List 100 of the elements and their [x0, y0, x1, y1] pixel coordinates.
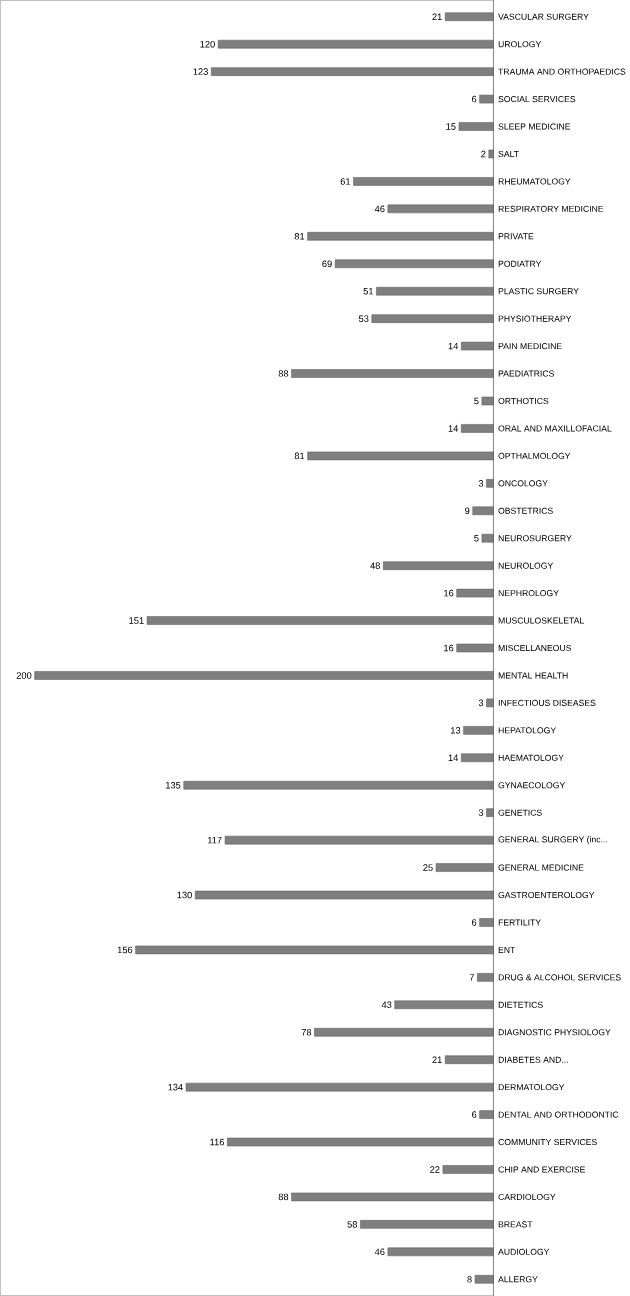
y-tick-label: ONCOLOGY [498, 480, 548, 487]
data-label: 120 [200, 40, 215, 48]
y-tick-label: SOCIAL SERVICES [498, 96, 576, 103]
bar [481, 533, 494, 543]
bar [442, 1165, 494, 1174]
bar [291, 1192, 494, 1202]
data-label: 46 [374, 205, 385, 213]
data-label: 51 [363, 287, 373, 295]
y-tick-label: DRUG & ALCOHOL SERVICES [498, 974, 621, 981]
data-label: 2 [481, 150, 486, 158]
data-label: 43 [381, 1001, 392, 1009]
data-label: 88 [278, 1193, 289, 1201]
y-tick-label: GENETICS [498, 809, 542, 816]
bar [479, 918, 494, 927]
bar [479, 1110, 494, 1119]
bar [474, 1275, 494, 1284]
data-label: 22 [430, 1166, 440, 1173]
data-label: 7 [469, 974, 474, 981]
y-tick-label: PHYSIOTHERAPY [498, 315, 572, 322]
data-label: 3 [478, 699, 484, 707]
y-tick-label: DIETETICS [498, 1001, 543, 1008]
bar [481, 396, 494, 406]
data-label: 16 [444, 644, 454, 652]
bar [376, 286, 494, 296]
y-tick-label: RESPIRATORY MEDICINE [498, 205, 604, 212]
bar [314, 1027, 494, 1037]
bar [387, 1247, 494, 1257]
bar [488, 149, 494, 159]
data-label: 21 [432, 1056, 442, 1063]
y-tick-label: NEPHROLOGY [498, 590, 559, 597]
y-tick-label: SALT [498, 150, 519, 158]
data-label: 58 [347, 1221, 357, 1228]
bar [226, 1137, 494, 1147]
data-label: 61 [340, 178, 350, 185]
data-label: 6 [471, 919, 477, 926]
y-tick-label: CHIP AND EXERCISE [498, 1166, 585, 1173]
data-label: 13 [450, 727, 461, 734]
bar [387, 204, 494, 214]
bar [210, 67, 494, 76]
data-label: 88 [278, 370, 289, 377]
data-label: 8 [467, 1275, 472, 1283]
bar [217, 39, 494, 49]
data-label: 14 [448, 342, 458, 350]
bar [185, 1082, 494, 1092]
bar [371, 314, 494, 323]
data-label: 53 [358, 315, 369, 322]
y-tick-label: RHEUMATOLOGY [498, 178, 571, 185]
y-tick-label: DERMATOLOGY [498, 1084, 565, 1091]
y-tick-label: HEPATOLOGY [498, 727, 556, 734]
y-tick-label: DIAGNOSTIC PHYSIOLOGY [498, 1029, 611, 1036]
bar [476, 973, 494, 982]
data-label: 14 [448, 425, 458, 432]
bar [486, 479, 494, 488]
data-label: 6 [471, 1111, 477, 1118]
data-label: 117 [207, 836, 222, 844]
data-label: 81 [294, 233, 305, 240]
bar [359, 1220, 494, 1229]
y-tick-label: FERTILITY [498, 919, 541, 926]
bar [460, 753, 494, 763]
bar [307, 451, 494, 461]
bar [353, 177, 494, 186]
bar [444, 12, 494, 22]
y-tick-label: GENERAL SURGERY (inc... [498, 836, 607, 845]
y-tick-label: GYNAECOLOGY [498, 782, 565, 789]
bar [435, 863, 494, 872]
bar [460, 424, 494, 433]
bar [194, 890, 494, 900]
y-tick-label: ORTHOTICS [498, 397, 549, 405]
y-tick-label: TRAUMA AND ORTHOPAEDICS [498, 68, 626, 75]
bar [444, 1055, 494, 1064]
data-label: 15 [446, 123, 456, 130]
bar [146, 616, 494, 625]
bar [291, 369, 494, 378]
data-label: 156 [117, 946, 133, 954]
bar [307, 232, 494, 241]
y-tick-label: VASCULAR SURGERY [498, 13, 589, 20]
y-tick-label: GENERAL MEDICINE [498, 864, 584, 871]
data-label: 5 [474, 534, 479, 542]
y-tick-label: OBSTETRICS [498, 507, 553, 514]
y-tick-label: ENT [498, 946, 516, 953]
data-label: 21 [432, 13, 442, 20]
y-tick-label: AUDIOLOGY [497, 1248, 550, 1255]
bar [456, 588, 494, 598]
bar [486, 698, 494, 708]
bar [460, 341, 494, 351]
y-tick-label: GASTROENTEROLOGY [498, 891, 595, 899]
bar [479, 94, 494, 104]
data-label: 48 [370, 562, 380, 569]
data-label: 135 [165, 781, 181, 789]
y-tick-label: PAIN MEDICINE [498, 343, 562, 350]
y-tick-label: CARDIOLOGY [498, 1193, 556, 1200]
bar [486, 808, 494, 817]
y-tick-label: INFECTIOUS DISEASES [498, 699, 596, 706]
y-tick-label: DIABETES AND... [498, 1056, 568, 1063]
data-label: 123 [193, 68, 208, 75]
y-tick-label: ALLERGY [497, 1276, 538, 1283]
data-label: 25 [423, 864, 433, 871]
data-label: 151 [129, 617, 144, 624]
data-label: 14 [448, 754, 458, 761]
bar [135, 945, 494, 955]
